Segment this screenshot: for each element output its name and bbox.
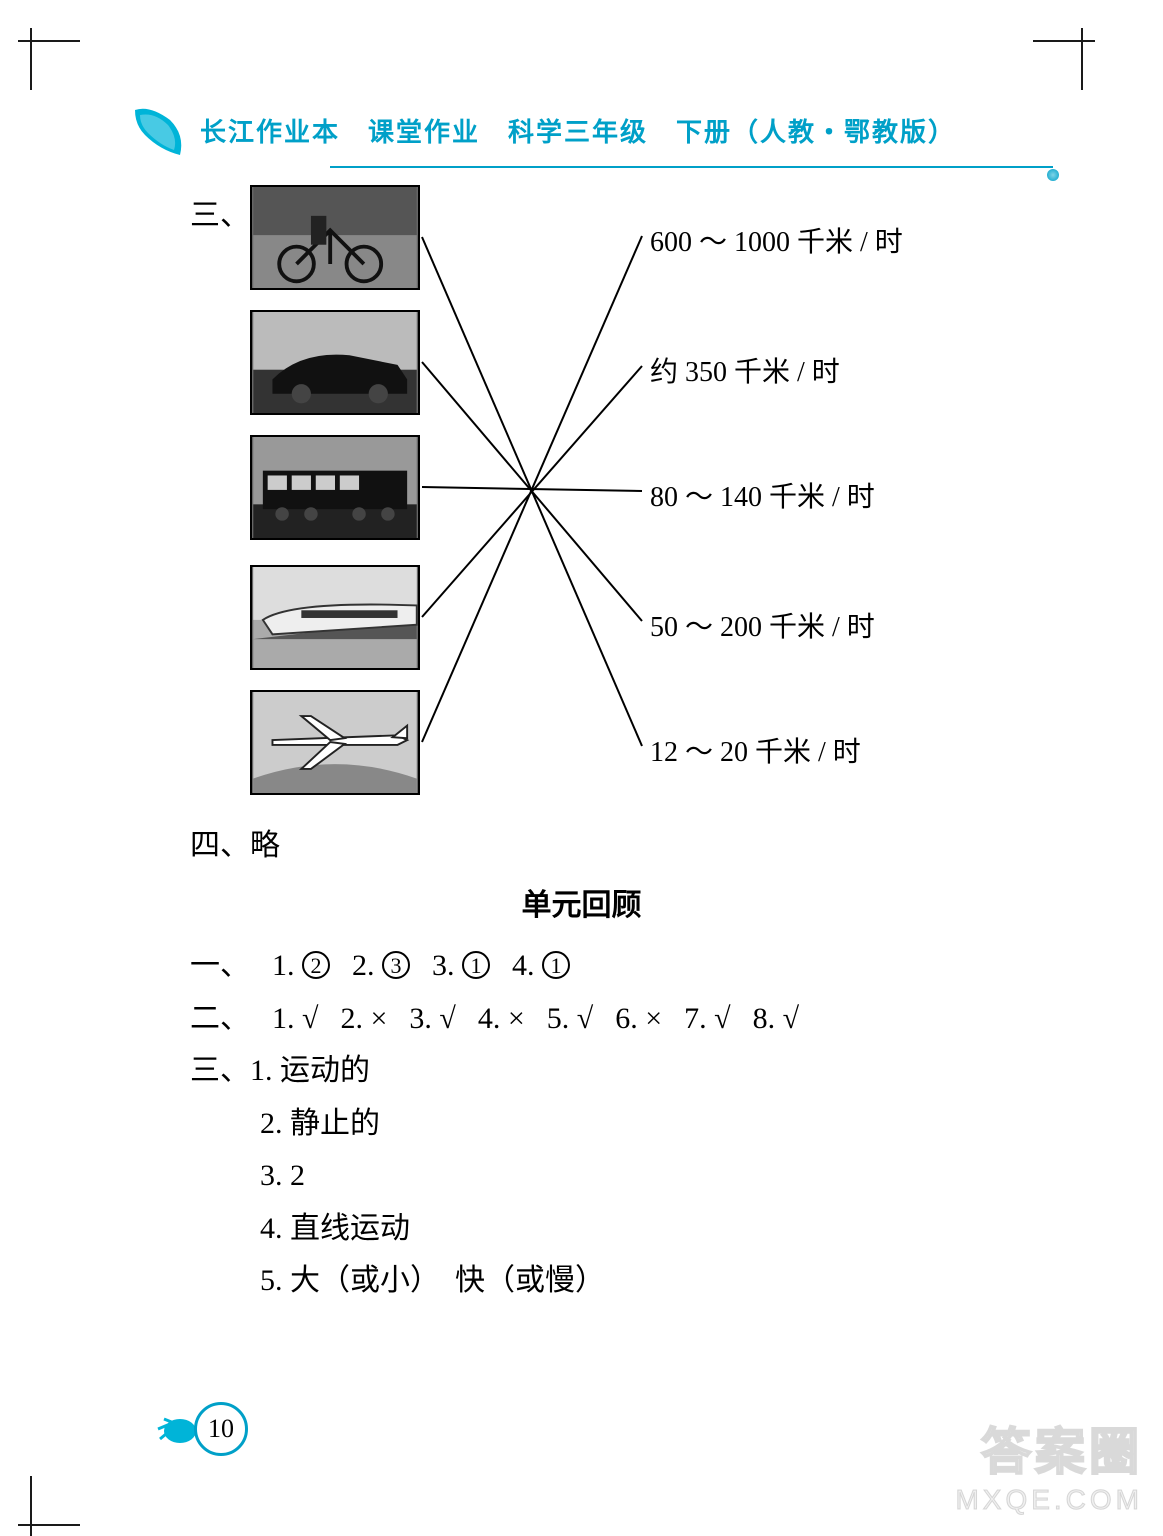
part3-line-0: 1. 运动的 xyxy=(250,1054,370,1087)
crop-mark-tr xyxy=(1033,40,1083,90)
thumb-train xyxy=(250,435,420,540)
part2-item-3: 4. × xyxy=(478,993,525,1046)
header-dot-icon xyxy=(1047,169,1059,181)
section-4-text: 四、略 xyxy=(190,820,280,864)
thumb-bicycle xyxy=(250,185,420,290)
speed-label-0: 600 ～ 1000 千米 / 时 xyxy=(650,220,903,260)
part2-item-4: 5. √ xyxy=(547,993,593,1046)
speed-label-1: 约 350 千米 / 时 xyxy=(650,350,840,390)
part2-item-2: 3. √ xyxy=(409,993,455,1046)
answers-part2: 二、 1. √ 2. × 3. √ 4. × 5. √ 6. × 7. √ 8. √ xyxy=(190,993,1043,1046)
answers-part1: 一、 1. 2 2. 3 3. 1 4. 1 xyxy=(190,940,1043,993)
part2-label: 二、 xyxy=(190,993,250,1046)
part3-line-4: 5. 大（或小） 快（或慢） xyxy=(190,1255,1043,1308)
section-3-label: 三、 xyxy=(190,190,250,234)
watermark-cn: 答案圈 xyxy=(955,1412,1143,1484)
header-title: 长江作业本 课堂作业 科学三年级 下册（人教・鄂教版） xyxy=(200,112,956,149)
thumb-high-speed-rail xyxy=(250,565,420,670)
header-underline xyxy=(330,166,1053,168)
speed-label-3: 50 ～ 200 千米 / 时 xyxy=(650,605,875,645)
answers-part3: 三、1. 运动的 2. 静止的3. 24. 直线运动5. 大（或小） 快（或慢） xyxy=(190,1045,1043,1308)
speed-label-2: 80 ～ 140 千米 / 时 xyxy=(650,475,875,515)
part2-item-1: 2. × xyxy=(340,993,387,1046)
part1-item-2: 3. 1 xyxy=(432,940,490,993)
watermark-en: MXQE.COM xyxy=(955,1484,1143,1516)
watermark: 答案圈 MXQE.COM xyxy=(955,1412,1143,1516)
speed-label-4: 12 ～ 20 千米 / 时 xyxy=(650,730,861,770)
page-number: 10 xyxy=(194,1402,248,1456)
matching-diagram: 600 ～ 1000 千米 / 时约 350 千米 / 时 80 ～ 140 千米… xyxy=(250,180,950,800)
decor-icon xyxy=(150,1409,200,1449)
brush-icon xyxy=(130,100,190,160)
page-header: 长江作业本 课堂作业 科学三年级 下册（人教・鄂教版） xyxy=(130,100,1053,160)
part3-line-1: 2. 静止的 xyxy=(190,1098,1043,1151)
answers-block: 一、 1. 2 2. 3 3. 1 4. 1 二、 1. √ 2. × 3. √ 4. × 5. … xyxy=(190,940,1043,1308)
part2-item-0: 1. √ xyxy=(272,993,318,1046)
part1-item-1: 2. 3 xyxy=(352,940,410,993)
crop-mark-bl xyxy=(30,1476,80,1526)
part1-item-3: 4. 1 xyxy=(512,940,570,993)
part3-line-3: 4. 直线运动 xyxy=(190,1203,1043,1256)
part2-item-6: 7. √ xyxy=(684,993,730,1046)
part2-item-7: 8. √ xyxy=(753,993,799,1046)
part3-line-2: 3. 2 xyxy=(190,1150,1043,1203)
part2-item-5: 6. × xyxy=(615,993,662,1046)
crop-mark-tl xyxy=(30,40,80,90)
unit-review-title: 单元回顾 xyxy=(0,880,1163,924)
part1-label: 一、 xyxy=(190,940,250,993)
thumb-airplane xyxy=(250,690,420,795)
part3-label: 三、 xyxy=(190,1054,250,1087)
thumb-car xyxy=(250,310,420,415)
page-number-badge: 10 xyxy=(150,1402,248,1456)
part1-item-0: 1. 2 xyxy=(272,940,330,993)
